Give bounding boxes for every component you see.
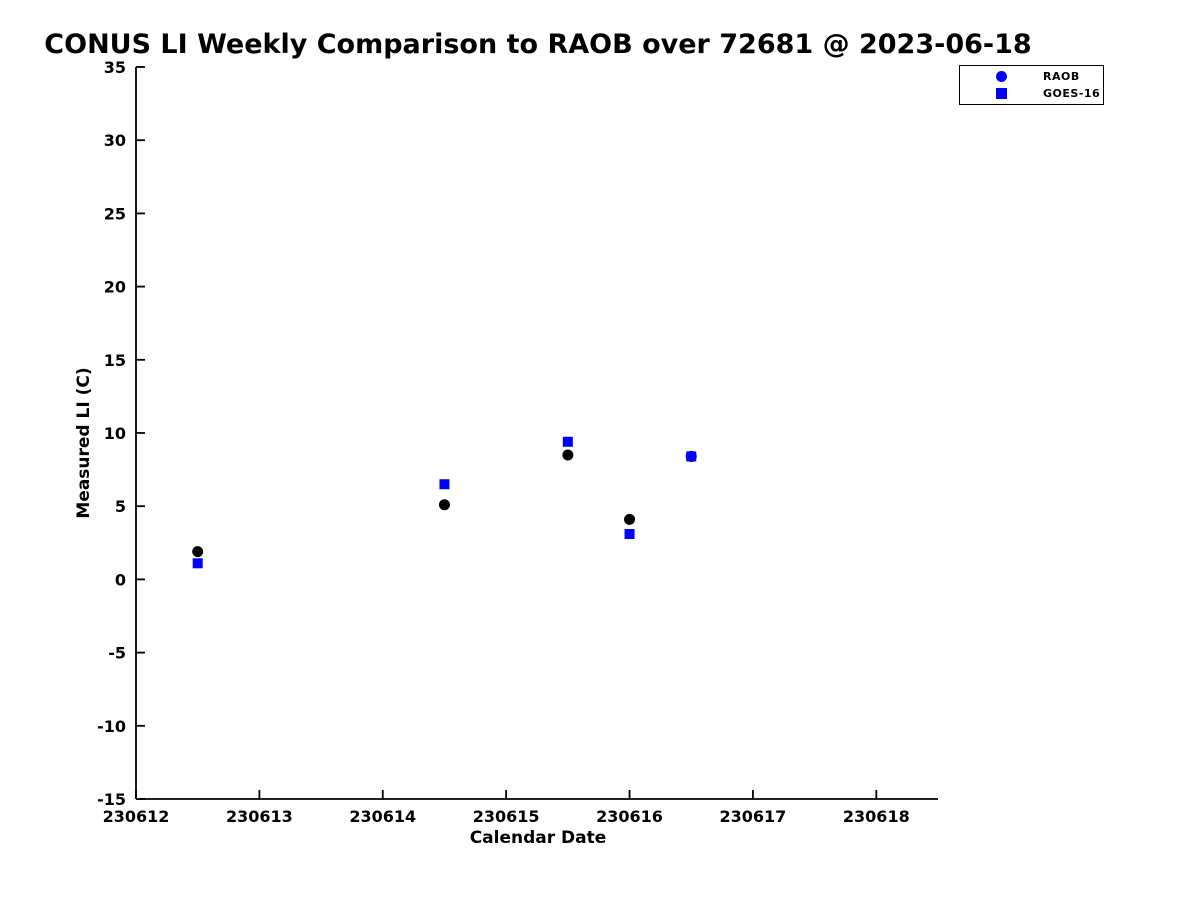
x-tick-label: 230614	[349, 807, 416, 826]
goes-16-data-point	[562, 436, 573, 447]
legend: RAOB GOES-16	[959, 65, 1104, 105]
y-tick-label: -10	[97, 717, 126, 736]
legend-item-raob: RAOB	[960, 69, 1103, 84]
y-tick-label: 0	[115, 570, 126, 589]
goes-16-data-point	[439, 479, 450, 490]
x-tick-label: 230613	[226, 807, 293, 826]
y-tick-label: 35	[104, 58, 126, 77]
goes-16-legend-marker-icon	[996, 88, 1007, 99]
raob-legend-marker-icon	[996, 71, 1007, 82]
y-tick-label: 20	[104, 278, 126, 297]
y-tick-label: 30	[104, 131, 126, 150]
y-tick-label: 10	[104, 424, 126, 443]
x-tick-label: 230612	[103, 807, 170, 826]
goes-16-data-point	[686, 451, 697, 462]
legend-item-goes-16: GOES-16	[960, 86, 1103, 101]
x-tick-label: 230617	[720, 807, 787, 826]
goes-16-data-point	[192, 558, 203, 569]
raob-data-point	[624, 513, 636, 525]
y-tick-label: -15	[97, 790, 126, 809]
x-tick-label: 230616	[596, 807, 663, 826]
legend-label: RAOB	[1043, 70, 1080, 83]
y-tick-label: 15	[104, 351, 126, 370]
chart-title: CONUS LI Weekly Comparison to RAOB over …	[44, 29, 1032, 60]
y-axis-label: Measured LI (C)	[74, 367, 94, 519]
x-tick-label: 230615	[473, 807, 540, 826]
raob-data-point	[192, 546, 204, 558]
x-axis-label: Calendar Date	[469, 828, 607, 848]
legend-label: GOES-16	[1043, 87, 1101, 100]
x-tick-label: 230618	[843, 807, 910, 826]
goes-16-data-point	[624, 529, 635, 540]
raob-data-point	[438, 499, 450, 511]
y-tick-label: 25	[104, 204, 126, 223]
y-tick-label: 5	[115, 497, 126, 516]
y-tick-label: -5	[108, 644, 126, 663]
raob-data-point	[562, 449, 574, 461]
